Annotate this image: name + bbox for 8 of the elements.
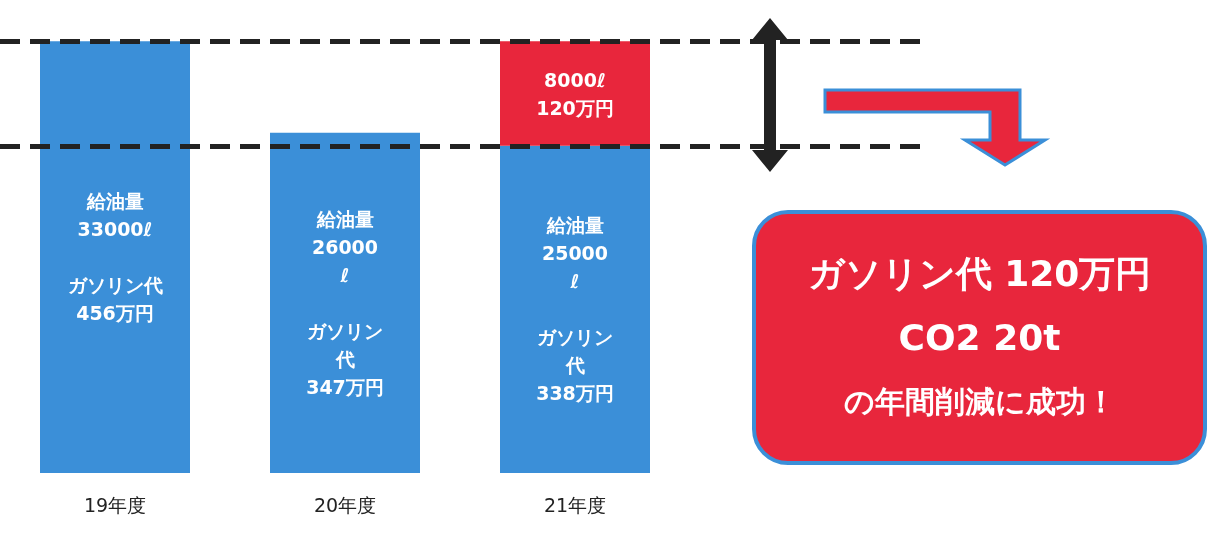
- callout-box: ガソリン代 120万円 CO2 20t の年間削減に成功！: [752, 210, 1207, 465]
- x-tick-label: 21年度: [543, 493, 607, 516]
- x-tick-label: 20年度: [313, 493, 377, 516]
- text: 給油量 33000ℓ ガソリン代 456万円: [67, 190, 163, 325]
- text: 給油量 26000ℓ ガソリン代 347万円: [306, 207, 384, 398]
- text: 給油量 25000ℓ ガソリン代 338万円: [536, 214, 614, 405]
- x-tick-label: 19年度: [83, 493, 147, 516]
- data-label: 8000ℓ 120万円: [536, 68, 614, 119]
